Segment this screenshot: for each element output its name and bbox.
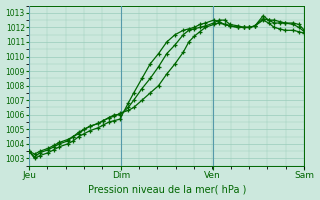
X-axis label: Pression niveau de la mer( hPa ): Pression niveau de la mer( hPa ) [88, 184, 246, 194]
